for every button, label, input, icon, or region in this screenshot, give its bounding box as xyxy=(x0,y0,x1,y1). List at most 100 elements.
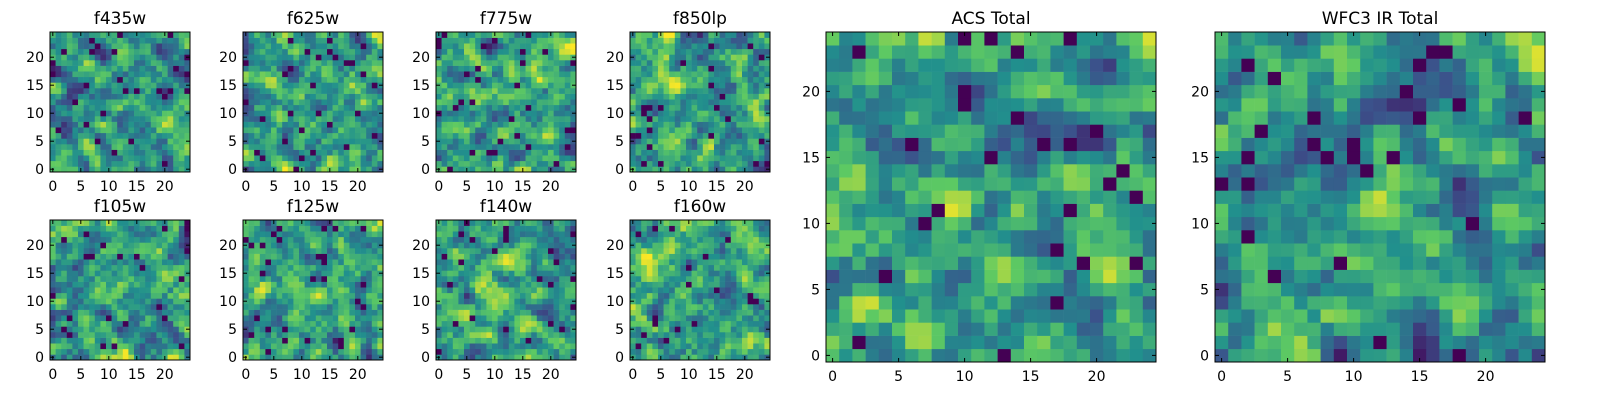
heatmap-cell xyxy=(674,337,681,344)
heatmap-cell xyxy=(663,144,670,150)
heatmap-cell xyxy=(299,315,305,322)
heatmap-cell xyxy=(697,304,704,310)
heatmap-cell xyxy=(167,65,174,72)
heatmap-cell xyxy=(287,54,294,61)
heatmap-cell xyxy=(753,149,760,156)
heatmap-cell xyxy=(564,88,571,94)
heatmap-cell xyxy=(492,138,498,145)
heatmap-cell xyxy=(248,71,255,78)
heatmap-cell xyxy=(349,166,356,173)
heatmap-cell xyxy=(321,76,328,83)
heatmap-cell xyxy=(338,32,345,38)
heatmap-cell xyxy=(663,32,670,38)
heatmap-cell xyxy=(89,287,96,294)
heatmap-cell xyxy=(315,65,322,72)
heatmap-cell xyxy=(304,348,311,355)
heatmap-cell xyxy=(327,121,333,128)
heatmap-cell xyxy=(742,60,748,66)
heatmap-cell xyxy=(441,65,448,72)
heatmap-cell xyxy=(702,354,709,361)
heatmap-cell xyxy=(464,104,470,111)
heatmap-cell xyxy=(452,127,459,134)
heatmap-cell xyxy=(83,225,90,232)
heatmap-cell xyxy=(299,144,305,150)
heatmap-cell xyxy=(122,236,129,243)
heatmap-cell xyxy=(117,54,124,61)
heatmap-cell xyxy=(327,326,333,333)
heatmap-cell xyxy=(248,110,255,117)
heatmap-cell xyxy=(525,65,532,72)
heatmap-cell xyxy=(83,43,90,50)
heatmap-cell xyxy=(464,315,470,322)
heatmap-cell xyxy=(167,220,174,226)
heatmap-cell xyxy=(310,43,317,50)
heatmap-cell xyxy=(332,149,339,156)
y-tick-label: 5 xyxy=(35,134,44,150)
heatmap-cell xyxy=(663,270,670,277)
heatmap-cell xyxy=(327,231,333,238)
heatmap-cell xyxy=(702,104,709,111)
heatmap-cell xyxy=(377,160,384,167)
heatmap-cell xyxy=(548,116,554,122)
heatmap-cell xyxy=(55,320,62,327)
heatmap-cell xyxy=(156,144,163,150)
heatmap-cell xyxy=(452,82,459,89)
heatmap-cell xyxy=(139,220,146,226)
heatmap-cell xyxy=(150,242,157,249)
heatmap-cell xyxy=(355,320,361,327)
heatmap-cell xyxy=(106,332,112,338)
heatmap-cell xyxy=(50,309,56,316)
heatmap-cell xyxy=(150,287,157,294)
heatmap-cell xyxy=(360,225,367,232)
heatmap-cell xyxy=(730,315,737,322)
heatmap-cell xyxy=(50,343,56,350)
heatmap-cell xyxy=(377,104,384,111)
heatmap-cell xyxy=(674,149,681,156)
heatmap-cell xyxy=(134,236,140,243)
heatmap-cell xyxy=(366,99,373,106)
heatmap-cell xyxy=(355,82,361,89)
heatmap-cell xyxy=(559,253,566,260)
heatmap-cell xyxy=(178,110,185,117)
heatmap-cell xyxy=(293,348,300,355)
heatmap-cell xyxy=(520,93,526,100)
heatmap-cell xyxy=(100,71,107,78)
heatmap-cell xyxy=(669,276,676,282)
heatmap-cell xyxy=(50,259,56,266)
heatmap-cell xyxy=(635,337,642,344)
heatmap-cell xyxy=(736,116,743,122)
heatmap-cell xyxy=(371,248,378,254)
heatmap-cell xyxy=(134,48,140,55)
heatmap-cell xyxy=(469,166,476,173)
heatmap-cell xyxy=(458,281,465,288)
heatmap-cell xyxy=(304,248,311,254)
heatmap-cell xyxy=(730,121,737,128)
heatmap-cell xyxy=(758,281,765,288)
heatmap-cell xyxy=(697,71,704,78)
heatmap-cell xyxy=(83,82,90,89)
heatmap-cell xyxy=(441,309,448,316)
heatmap-cell xyxy=(697,132,704,139)
heatmap-cell xyxy=(304,298,311,305)
heatmap-cell xyxy=(259,121,266,128)
heatmap-cell xyxy=(83,248,90,254)
heatmap-cell xyxy=(652,93,659,100)
heatmap-cell xyxy=(725,127,732,134)
heatmap-cell xyxy=(254,160,261,167)
heatmap-cell xyxy=(475,110,482,117)
heatmap-cell xyxy=(355,242,361,249)
heatmap-cell xyxy=(371,337,378,344)
heatmap-cell xyxy=(122,71,129,78)
heatmap-cell xyxy=(360,270,367,277)
heatmap-cell xyxy=(680,116,687,122)
heatmap-cell xyxy=(128,48,135,55)
heatmap-cell xyxy=(78,155,84,162)
heatmap-cell xyxy=(663,155,670,162)
heatmap-cell xyxy=(553,82,560,89)
heatmap-cell xyxy=(315,149,322,156)
heatmap-cell xyxy=(139,315,146,322)
heatmap-cell xyxy=(254,65,261,72)
heatmap-cell xyxy=(669,337,676,344)
heatmap-cell xyxy=(441,144,448,150)
heatmap-cell xyxy=(145,166,152,173)
